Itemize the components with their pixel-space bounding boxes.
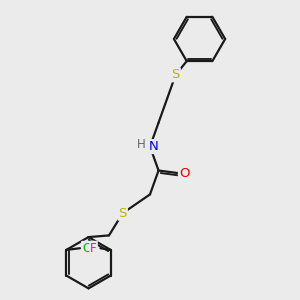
Text: S: S <box>118 207 127 220</box>
Text: F: F <box>90 242 97 255</box>
Text: S: S <box>171 68 180 81</box>
Text: O: O <box>179 167 189 180</box>
Text: Cl: Cl <box>82 242 94 255</box>
Text: H: H <box>137 138 146 152</box>
Text: N: N <box>148 140 158 153</box>
